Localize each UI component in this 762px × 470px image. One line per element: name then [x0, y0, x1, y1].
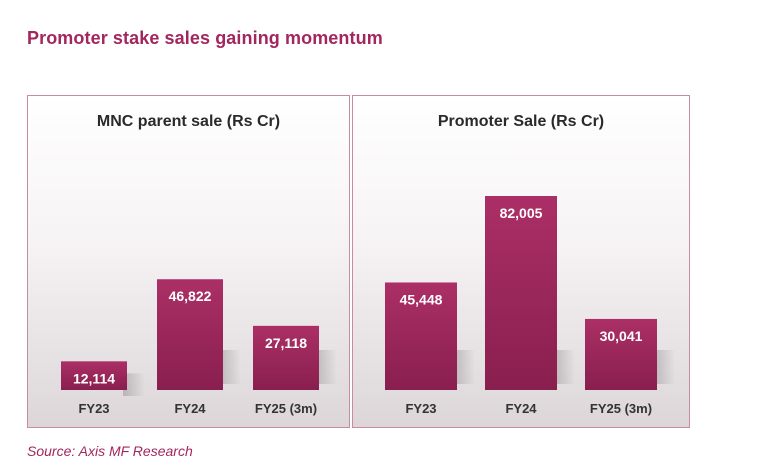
bar-shadow — [315, 350, 337, 384]
x-tick-label: FY23 — [78, 401, 109, 416]
x-tick-label: FY24 — [505, 401, 537, 416]
chart-mnc-parent-sale: MNC parent sale (Rs Cr) 12,114 FY23 46,822 F… — [61, 113, 337, 416]
bar-fy25-3m — [585, 318, 657, 390]
chart-title: Promoter Sale (Rs Cr) — [438, 113, 604, 130]
bar-fy23 — [385, 282, 457, 390]
bar-shadow — [553, 350, 575, 384]
bar-value-label: 30,041 — [600, 328, 643, 344]
bar-value-label: 46,822 — [169, 288, 212, 304]
x-tick-label: FY25 (3m) — [590, 401, 652, 416]
x-tick-label: FY24 — [174, 401, 206, 416]
bar-shadow — [219, 350, 241, 384]
bar-fy24 — [485, 196, 557, 390]
chart-title: MNC parent sale (Rs Cr) — [97, 113, 280, 130]
bar-value-label: 45,448 — [400, 291, 443, 307]
chart-panel-mnc-parent-sale: MNC parent sale (Rs Cr) 12,114 FY23 46,822 F… — [27, 95, 350, 428]
chart-panel-promoter-sale: Promoter Sale (Rs Cr) 45,448 FY23 82,005 FY2… — [352, 95, 690, 428]
bar-value-label: 82,005 — [500, 205, 543, 221]
bar-fy24 — [157, 279, 223, 390]
bar-value-label: 27,118 — [265, 335, 307, 351]
bar-value-label: 12,114 — [73, 370, 115, 386]
bar-shadow — [123, 373, 145, 396]
bar-fy25-3m — [253, 325, 319, 390]
bar-shadow — [453, 350, 475, 384]
chart-promoter-sale: Promoter Sale (Rs Cr) 45,448 FY23 82,005 FY2… — [385, 113, 675, 416]
x-tick-label: FY23 — [405, 401, 436, 416]
page-title: Promoter stake sales gaining momentum — [27, 28, 383, 48]
x-tick-label: FY25 (3m) — [255, 401, 317, 416]
bar-fy23 — [61, 361, 127, 390]
bar-shadow — [653, 350, 675, 384]
source-note: Source: Axis MF Research — [27, 443, 193, 459]
